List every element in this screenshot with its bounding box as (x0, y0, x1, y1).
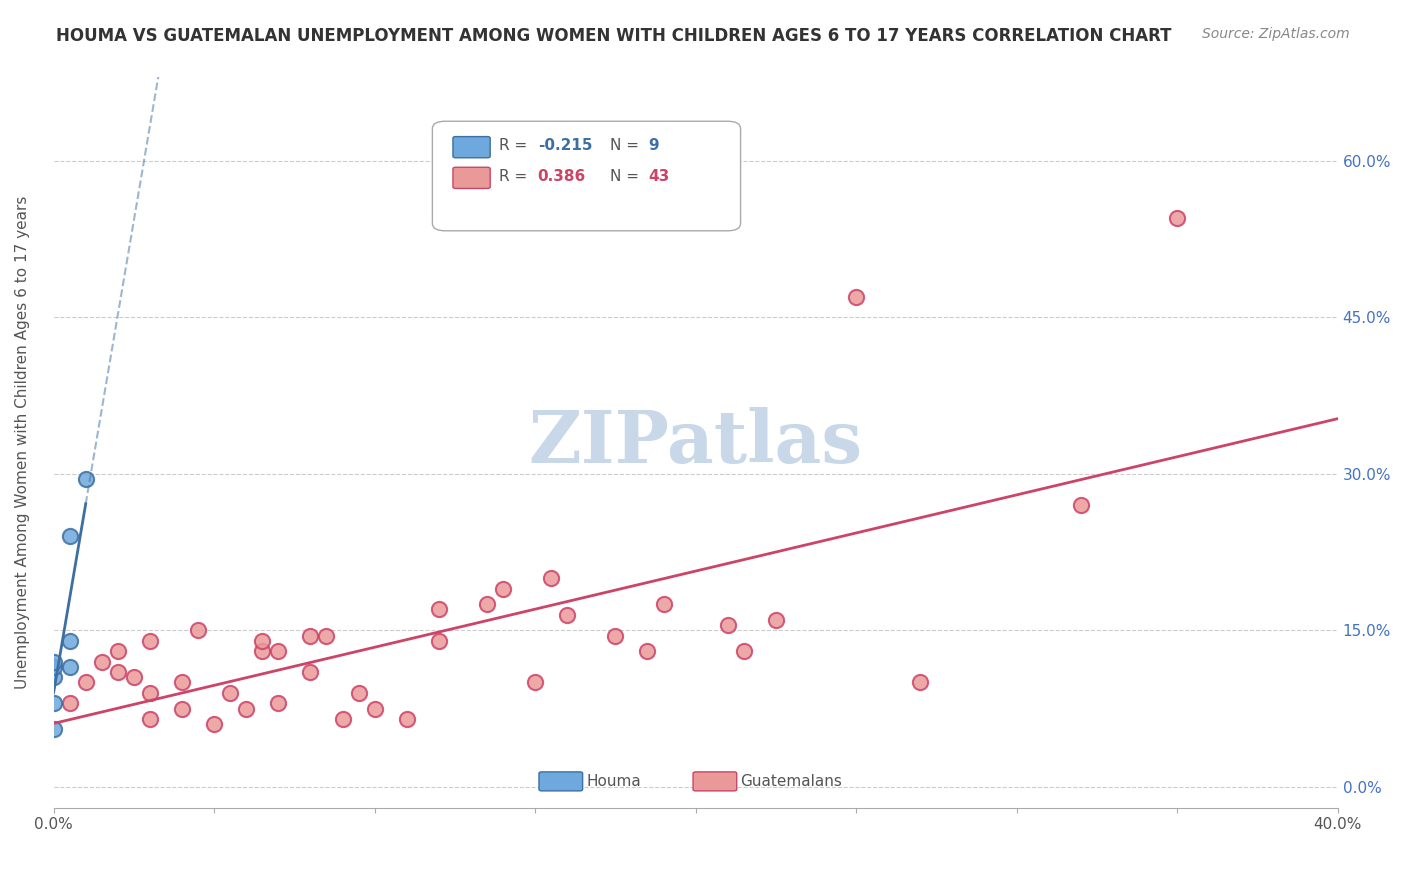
Point (107, 644, 129, 658)
FancyBboxPatch shape (433, 121, 741, 231)
Point (765, 613, 787, 627)
Point (42, 723, 65, 737)
Point (1166, 211, 1188, 226)
Point (219, 686, 242, 700)
Point (139, 633, 162, 648)
Point (267, 697, 290, 711)
Point (42, 697, 65, 711)
Point (170, 701, 193, 715)
Text: N =: N = (610, 138, 644, 153)
Text: -0.215: -0.215 (537, 138, 592, 153)
Point (363, 701, 385, 715)
Y-axis label: Unemployment Among Women with Children Ages 6 to 17 years: Unemployment Among Women with Children A… (15, 196, 30, 690)
Point (75, 472, 97, 486)
Point (59, 660, 82, 674)
Point (59, 633, 82, 648)
FancyBboxPatch shape (693, 772, 737, 791)
Point (733, 644, 755, 658)
Point (299, 665, 322, 679)
Point (202, 717, 225, 731)
Point (59, 529, 82, 543)
FancyBboxPatch shape (453, 136, 491, 158)
Point (1070, 498, 1092, 512)
Text: 43: 43 (648, 169, 669, 184)
Text: R =: R = (499, 138, 533, 153)
Point (395, 712, 418, 726)
Text: Houma: Houma (586, 774, 641, 789)
Point (187, 624, 209, 638)
Point (315, 629, 337, 643)
Point (267, 644, 290, 658)
Text: Source: ZipAtlas.com: Source: ZipAtlas.com (1202, 27, 1350, 41)
Point (524, 675, 547, 690)
Point (652, 597, 675, 611)
Point (42, 655, 65, 669)
Point (252, 633, 274, 648)
Point (299, 629, 322, 643)
Point (107, 665, 129, 679)
Point (42, 670, 65, 684)
Point (540, 571, 562, 585)
Point (427, 633, 450, 648)
Point (332, 712, 354, 726)
Text: HOUMA VS GUATEMALAN UNEMPLOYMENT AMONG WOMEN WITH CHILDREN AGES 6 TO 17 YEARS CO: HOUMA VS GUATEMALAN UNEMPLOYMENT AMONG W… (56, 27, 1171, 45)
Text: R =: R = (499, 169, 537, 184)
Point (252, 644, 274, 658)
FancyBboxPatch shape (538, 772, 582, 791)
Text: Guatemalans: Guatemalans (741, 774, 842, 789)
FancyBboxPatch shape (453, 168, 491, 188)
Text: 9: 9 (648, 138, 659, 153)
Text: ZIPatlas: ZIPatlas (529, 407, 863, 478)
Point (910, 675, 932, 690)
Point (75, 675, 97, 690)
Point (59, 697, 82, 711)
Point (139, 712, 162, 726)
Text: 0.386: 0.386 (537, 169, 586, 184)
Point (717, 618, 740, 632)
Point (90, 655, 112, 669)
Point (845, 289, 868, 303)
Point (347, 686, 370, 700)
Point (555, 607, 578, 622)
Point (637, 644, 659, 658)
Point (170, 675, 193, 690)
Point (235, 701, 257, 715)
Point (475, 597, 498, 611)
Point (42, 660, 65, 674)
Point (427, 602, 450, 616)
Point (492, 582, 515, 596)
Point (605, 629, 627, 643)
Point (139, 686, 162, 700)
Text: N =: N = (610, 169, 644, 184)
Point (122, 670, 145, 684)
